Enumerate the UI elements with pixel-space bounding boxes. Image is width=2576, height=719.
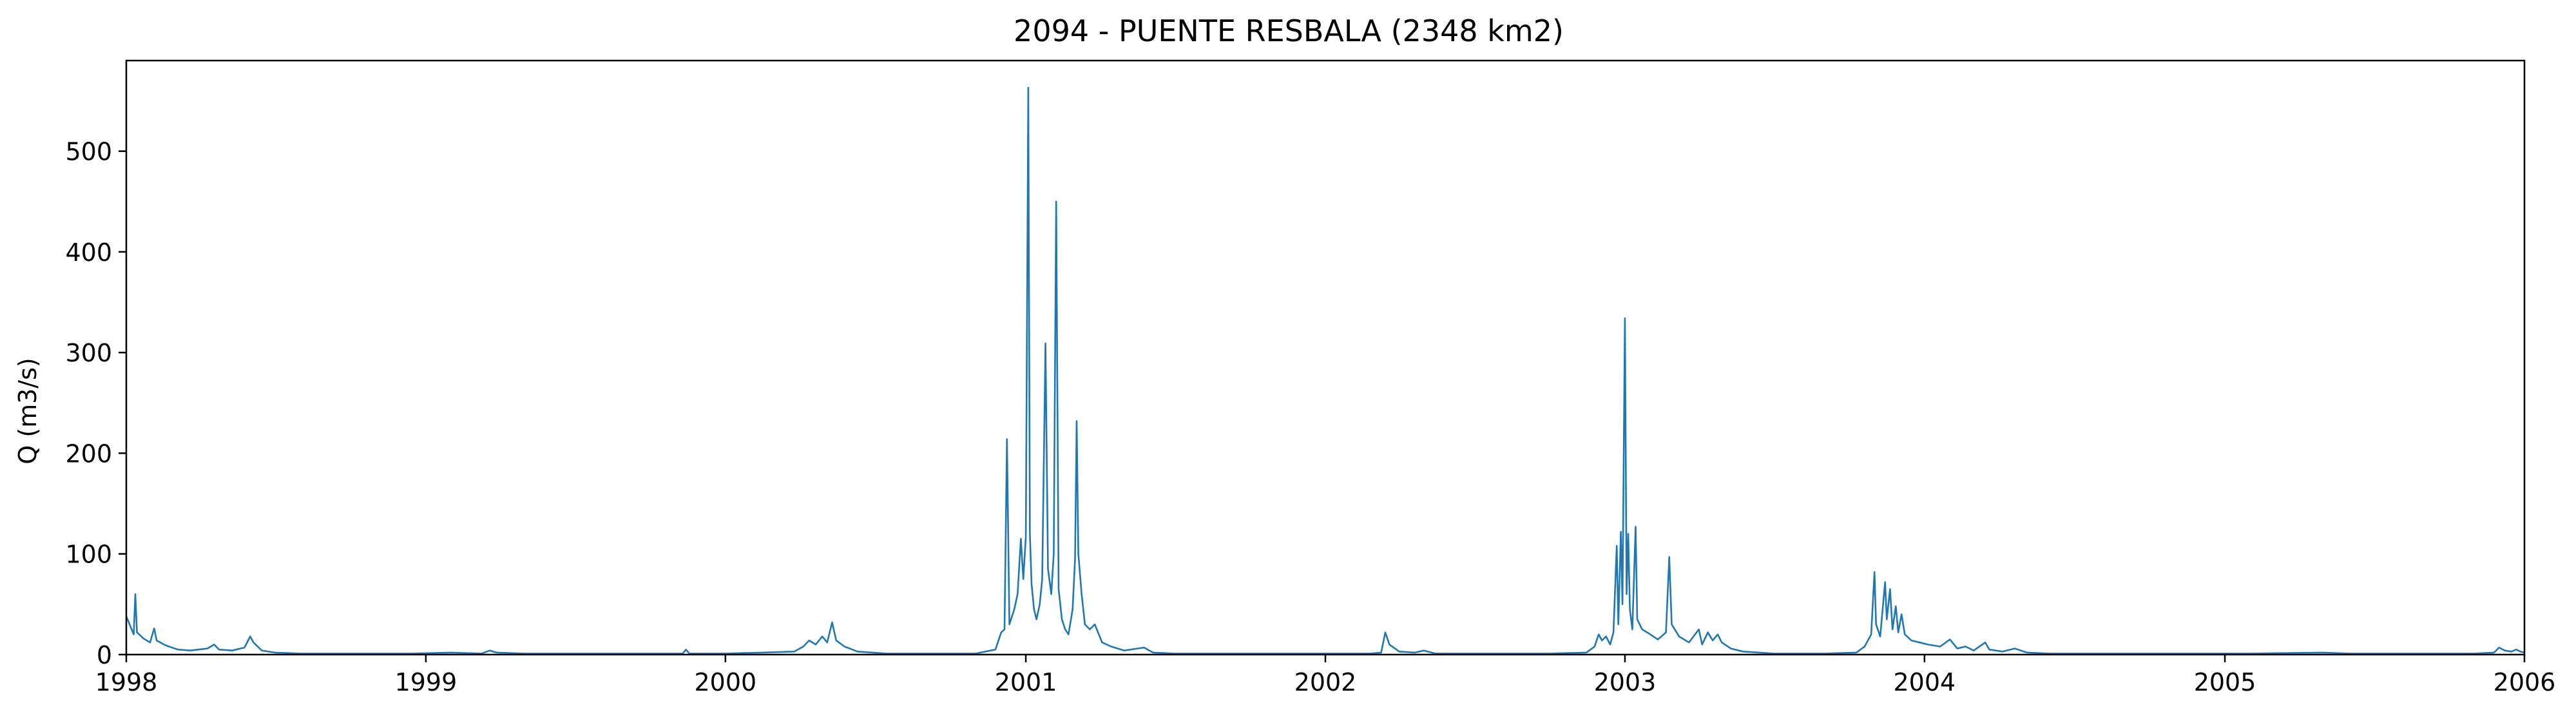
plot-area <box>125 86 2525 655</box>
y-tick-label: 200 <box>65 439 112 468</box>
x-tick-label: 2005 <box>2194 668 2256 696</box>
y-axis: 0 100 200 300 400 500 <box>65 138 126 669</box>
x-tick-label: 1998 <box>95 668 158 696</box>
y-tick-label: 300 <box>65 339 112 367</box>
x-tick-label: 2001 <box>995 668 1057 696</box>
y-tick-label: 400 <box>65 238 112 267</box>
y-axis-label: Q (m3/s) <box>14 358 42 464</box>
chart-title: 2094 - PUENTE RESBALA (2348 km2) <box>1014 14 1564 48</box>
y-tick-label: 100 <box>65 541 112 569</box>
plot-frame <box>125 59 2526 656</box>
x-tick-label: 2003 <box>1594 668 1657 696</box>
x-tick-label: 2002 <box>1294 668 1357 696</box>
x-tick-label: 1999 <box>395 668 457 696</box>
x-axis: 1998 1999 2000 2001 2002 2003 2004 2005 2006 <box>95 655 2556 696</box>
x-tick-label: 2000 <box>695 668 757 696</box>
x-tick-label: 2004 <box>1894 668 1956 696</box>
y-tick-label: 500 <box>65 138 112 166</box>
discharge-series-line <box>125 86 2525 655</box>
y-tick-label: 0 <box>97 641 112 669</box>
x-tick-label: 2006 <box>2494 668 2556 696</box>
